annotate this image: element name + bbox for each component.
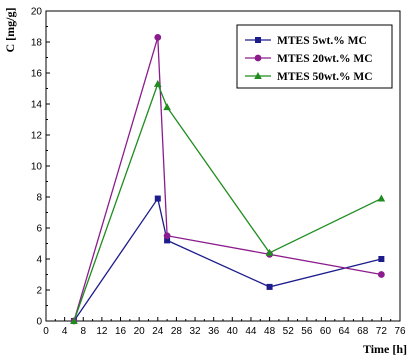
x-tick-label: 20: [134, 326, 146, 337]
series-line-3: [73, 82, 382, 322]
series-markers: [70, 33, 386, 325]
legend-label-3: MTES 50wt.% MC: [277, 71, 373, 83]
series-2-point: [377, 271, 385, 278]
legend-label-2: MTES 20wt.% MC: [277, 53, 373, 65]
y-tick-label: 6: [36, 224, 42, 235]
series-2-point: [163, 232, 171, 240]
y-tick-label: 16: [31, 69, 43, 80]
x-tick-label: 32: [189, 326, 201, 337]
x-tick-label: 28: [171, 326, 183, 337]
x-tick-label: 8: [80, 326, 86, 337]
series-2-point: [154, 33, 162, 41]
series-3-point: [153, 79, 162, 87]
series-1-point: [378, 256, 385, 262]
legend-marker-3: [254, 72, 262, 79]
x-tick-label: 16: [115, 326, 127, 337]
series-3-point: [163, 103, 171, 111]
x-tick-label: 0: [43, 326, 49, 337]
x-tick-label: 64: [339, 326, 351, 337]
x-tick-label: 52: [283, 326, 295, 337]
x-tick-label: 56: [301, 326, 313, 337]
series-3-point: [70, 317, 78, 324]
legend-marker-1: [255, 37, 261, 43]
series-3-point: [265, 248, 274, 256]
series-1-point: [266, 283, 273, 290]
legend-box: [236, 24, 393, 89]
y-tick-label: 8: [36, 193, 42, 204]
series-3-point: [377, 194, 386, 202]
x-tick-label: 60: [320, 326, 332, 337]
x-tick-label: 68: [357, 326, 369, 337]
y-tick-label: 18: [31, 38, 43, 49]
x-tick-label: 44: [245, 326, 257, 337]
x-tick-label: 24: [152, 326, 164, 337]
x-axis-title: Time [h]: [363, 342, 407, 356]
y-tick-label: 10: [31, 162, 43, 173]
y-tick-label: 20: [31, 7, 43, 18]
x-tick-label: 40: [227, 326, 239, 337]
axis-ticks: 0 4 8 12 16 20 24 28 32 36 40 44 48 52 56 60 64 68 72 76024…: [31, 7, 406, 338]
x-tick-label: 76: [394, 326, 406, 337]
x-tick-label: 72: [376, 326, 388, 337]
x-tick-label: 4: [62, 326, 68, 337]
y-tick-label: 0: [36, 317, 42, 328]
series-1-point: [154, 195, 161, 202]
y-tick-label: 4: [36, 255, 42, 266]
series-1-point: [164, 237, 171, 244]
y-tick-label: 14: [31, 100, 43, 111]
legend: MTES 5wt.% MC MTES 20wt.% MC MTES 50wt.% M…: [236, 24, 393, 89]
legend-label-1: MTES 5wt.% MC: [277, 35, 367, 47]
y-axis-title: C [mg/g]: [3, 8, 17, 53]
y-tick-label: 12: [31, 131, 43, 142]
x-tick-label: 48: [264, 326, 276, 337]
y-tick-label: 2: [36, 286, 42, 297]
x-tick-label: 36: [208, 326, 220, 337]
series-line-1: [73, 196, 382, 322]
legend-marker-2: [254, 54, 262, 62]
x-tick-label: 12: [96, 326, 108, 337]
